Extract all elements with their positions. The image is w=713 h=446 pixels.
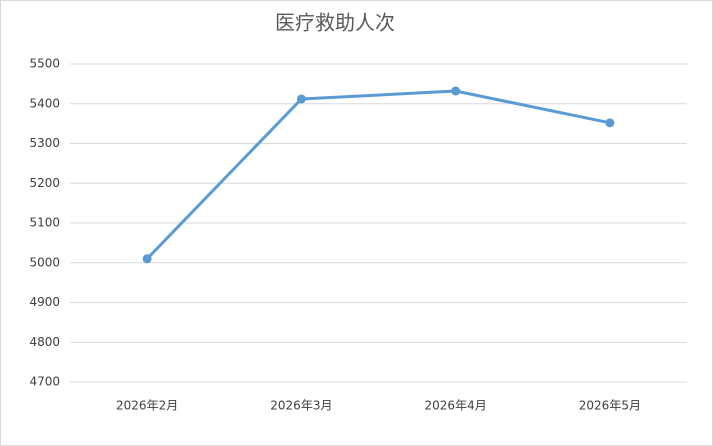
y-tick-label: 4900 xyxy=(29,295,60,309)
y-tick-label: 5500 xyxy=(29,57,60,71)
chart-title: 医疗救助人次 xyxy=(275,11,395,35)
x-tick-label: 2026年5月 xyxy=(579,399,641,413)
x-tick-label: 2026年3月 xyxy=(270,399,332,413)
x-tick-label: 2026年4月 xyxy=(425,399,487,413)
line-series xyxy=(145,89,612,261)
x-tick-label: 2026年2月 xyxy=(116,399,178,413)
data-point xyxy=(142,254,152,264)
y-tick-label: 5100 xyxy=(29,216,60,230)
y-tick-label: 5000 xyxy=(29,255,60,269)
y-tick-label: 5200 xyxy=(29,176,60,190)
data-point xyxy=(451,86,461,96)
y-tick-label: 4700 xyxy=(29,375,60,389)
data-point xyxy=(605,118,615,128)
y-tick-label: 5400 xyxy=(29,96,60,110)
data-point xyxy=(296,94,306,104)
y-tick-label: 5300 xyxy=(29,136,60,150)
y-tick-label: 4800 xyxy=(29,335,60,349)
